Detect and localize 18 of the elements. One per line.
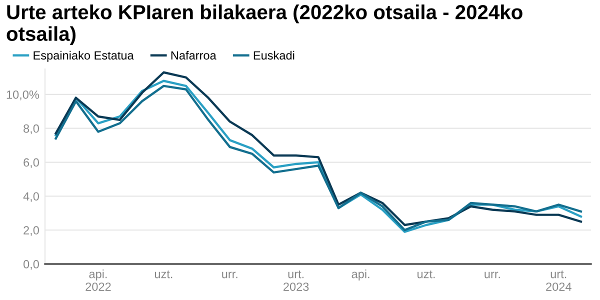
y-tick-label: 2,0	[24, 226, 39, 236]
x-tick-label: uzt.	[418, 270, 435, 278]
legend-label: Nafarroa	[171, 50, 216, 60]
x-tick-label: api.	[352, 270, 370, 281]
x-tick-label: urt. 2023	[284, 270, 309, 291]
x-tick-label: uzt.	[154, 270, 172, 278]
legend-label: Espainiako Estatua	[34, 50, 134, 62]
legend-label: Euskadi	[254, 50, 294, 60]
y-tick-label: 6,0	[24, 158, 39, 168]
x-tick-label: urt. 2024	[546, 270, 572, 291]
x-tick-label: urr.	[222, 272, 238, 278]
x-tick-label: urr.	[484, 272, 500, 278]
y-tick-label: 10,0%	[6, 90, 40, 100]
x-tick-label: api. 2022	[86, 270, 111, 291]
y-tick-label: 8,0	[24, 124, 39, 134]
chart-title: Urte arteko KPIaren bilakaera (2022ko otsaila - 2024ko otsaila)	[6, 4, 522, 45]
y-tick-label: 4,0	[23, 192, 39, 202]
y-tick-label: 0,0	[23, 260, 39, 270]
